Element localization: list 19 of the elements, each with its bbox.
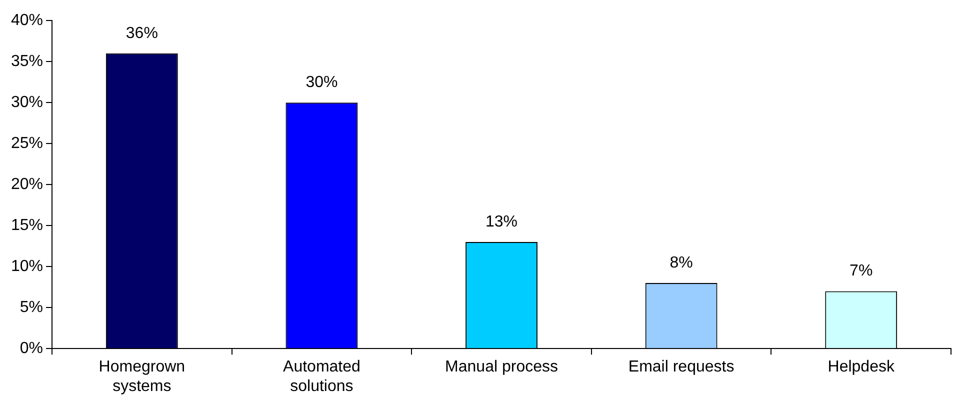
data-label: 36%: [126, 24, 158, 42]
y-tick-label: 0%: [20, 340, 44, 358]
x-tick-label: Email requests: [628, 358, 734, 376]
data-label: 8%: [670, 254, 693, 272]
y-tick-label: 10%: [10, 258, 44, 276]
x-tick-label: Manual process: [445, 358, 558, 376]
y-tick-label: 35%: [10, 53, 44, 70]
data-label: 13%: [485, 213, 518, 230]
x-tick-label: Helpdesk: [828, 358, 896, 376]
x-tick-label: Homegrown systems: [98, 358, 186, 395]
y-tick-label: 40%: [10, 12, 44, 30]
y-tick-label: 20%: [10, 176, 44, 194]
y-tick-label: 5%: [20, 299, 44, 316]
y-tick-label: 15%: [10, 217, 44, 234]
y-tick-label: 25%: [10, 135, 44, 152]
y-tick-label: 30%: [10, 94, 44, 112]
data-label: 7%: [850, 262, 873, 280]
data-label: 30%: [306, 74, 338, 92]
x-tick-label: Automated solutions: [283, 358, 360, 395]
